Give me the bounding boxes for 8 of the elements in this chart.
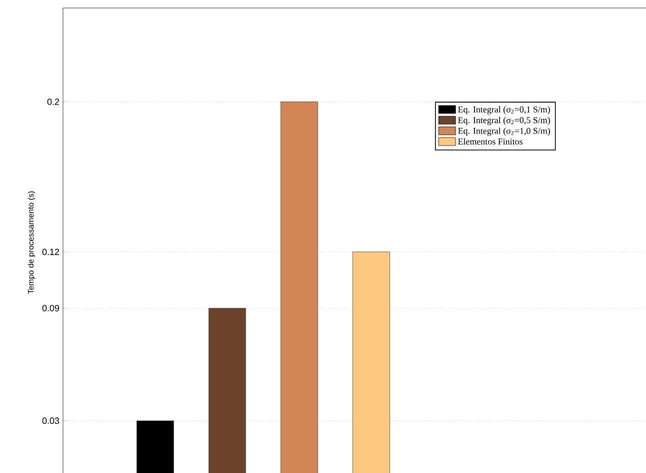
y-tick-label: 0.12 (42, 248, 60, 256)
legend-label: Eq. Integral (σ$_{2}$=0,5 S/m) (458, 116, 550, 126)
legend-label: Elementos Finitos (458, 138, 522, 145)
y-tick-label: 0.2 (47, 98, 60, 105)
y-tick-label: 0.03 (42, 418, 60, 424)
legend-label: Eq. Integral (σ$_{2}$=1,0 S/m) (458, 128, 550, 136)
y-tick-label: 0.09 (42, 304, 60, 312)
legend-label: Eq. Integral (σ$_{2}$=0,1 S/m) (458, 106, 550, 114)
